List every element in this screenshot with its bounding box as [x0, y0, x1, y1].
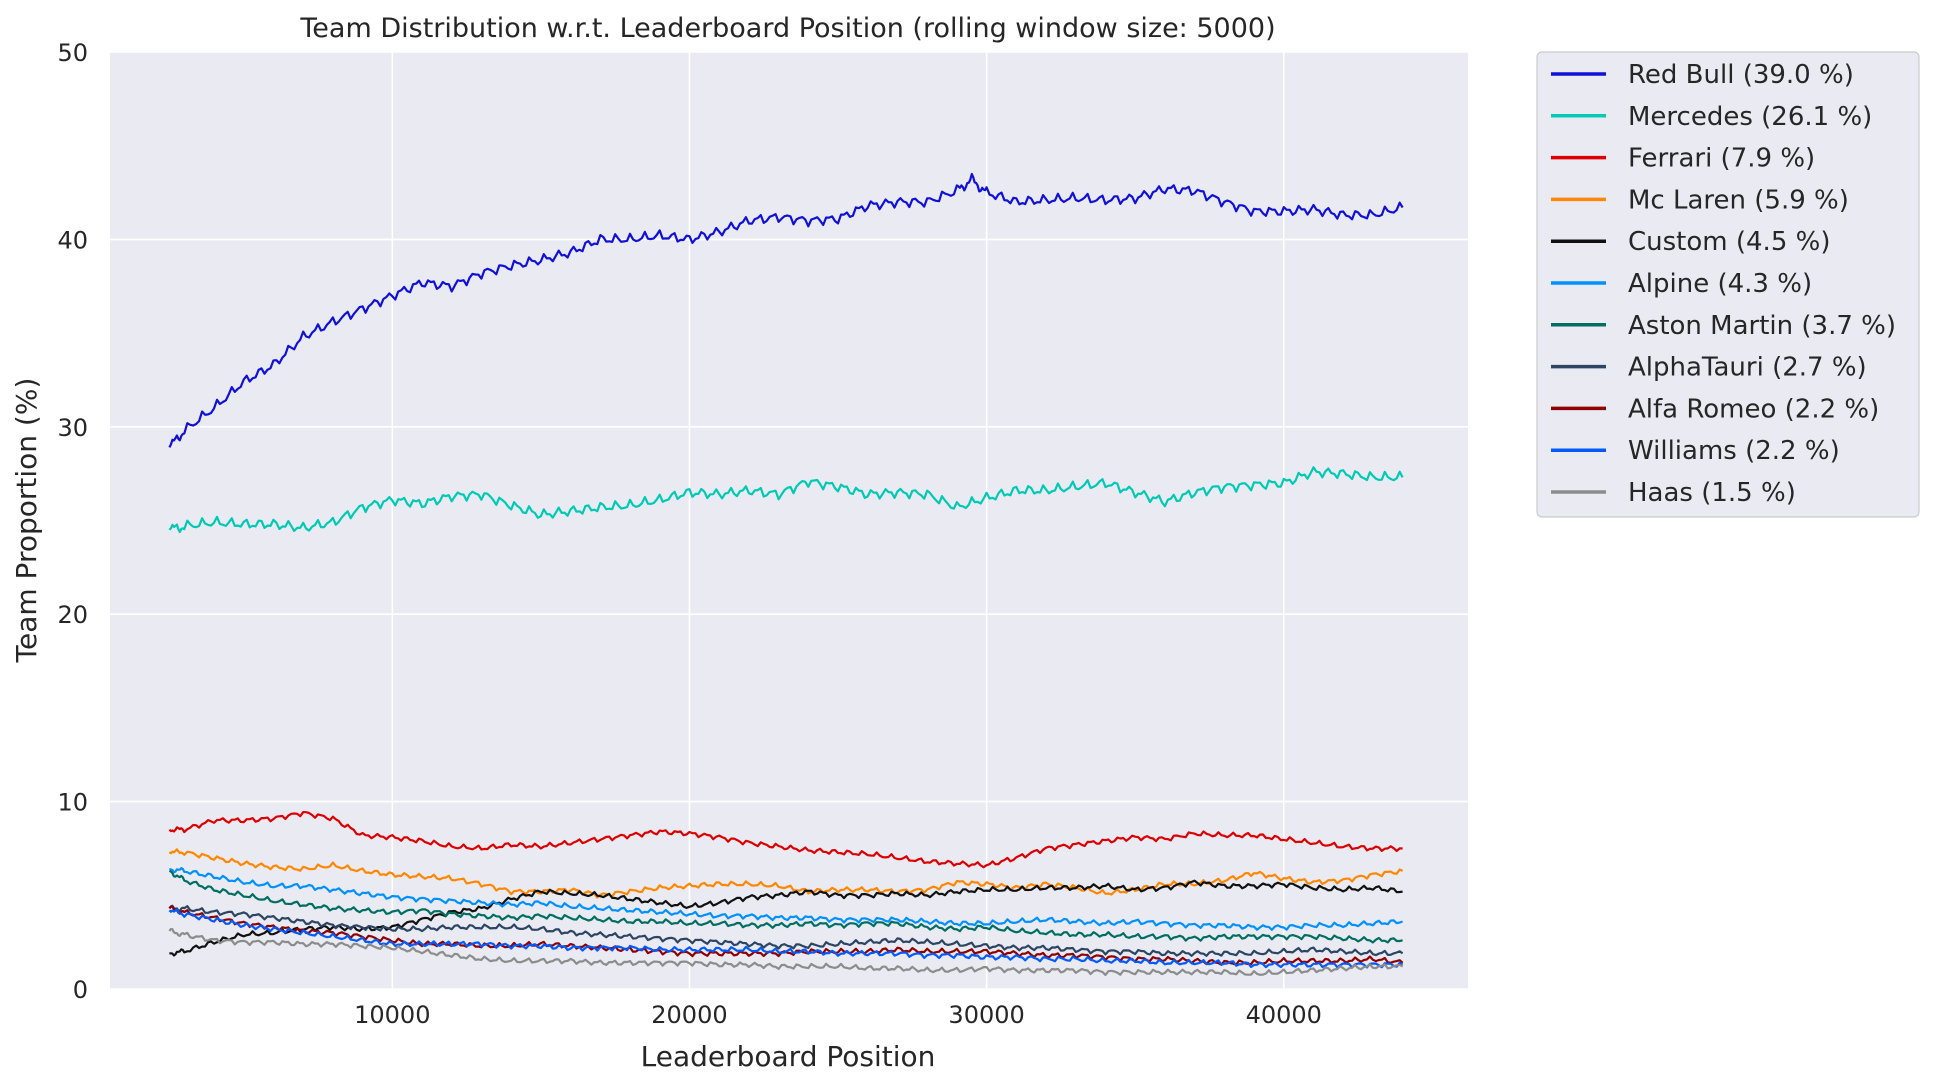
grid-lines [110, 51, 1468, 990]
plot-area [110, 52, 1468, 989]
series-line [168, 869, 1403, 944]
legend-label: Aston Martin (3.7 %) [1628, 311, 1896, 341]
legend-label: Williams (2.2 %) [1628, 436, 1840, 466]
x-tick-label: 40000 [1246, 1001, 1322, 1029]
series-lines [168, 172, 1404, 977]
x-axis-label: Leaderboard Position [641, 1040, 936, 1073]
x-tick-label: 30000 [948, 1001, 1024, 1029]
series-line [168, 904, 1404, 957]
x-tick-label: 10000 [354, 1001, 430, 1029]
legend-label: AlphaTauri (2.7 %) [1628, 353, 1867, 383]
chart-title: Team Distribution w.r.t. Leaderboard Pos… [299, 13, 1275, 44]
legend-label: Ferrari (7.9 %) [1628, 144, 1815, 174]
legend-label: Alpine (4.3 %) [1628, 269, 1812, 299]
legend-label: Mercedes (26.1 %) [1628, 102, 1872, 132]
legend-frame [1536, 51, 1920, 518]
legend-label: Mc Laren (5.9 %) [1628, 185, 1849, 215]
series-line [168, 908, 1404, 969]
legend-label: Haas (1.5 %) [1628, 478, 1796, 508]
legend-label: Red Bull (39.0 %) [1628, 60, 1854, 90]
series-line [168, 810, 1403, 869]
y-tick-label: 0 [73, 976, 88, 1004]
series-line [169, 866, 1403, 931]
series-line [168, 848, 1404, 899]
legend-label: Custom (4.5 %) [1628, 227, 1830, 257]
legend: Red Bull (39.0 %) Mercedes (26.1 %) Ferrar… [1536, 51, 1920, 518]
legend-label: Alfa Romeo (2.2 %) [1628, 394, 1879, 424]
y-tick-label: 40 [57, 226, 88, 254]
y-tick-label: 20 [57, 601, 88, 629]
y-tick-label: 30 [57, 414, 88, 442]
y-axis-label: Team Proportion (%) [10, 378, 43, 664]
y-tick-label: 10 [57, 789, 88, 817]
tick-labels: 10000 20000 30000 40000 0 10 20 30 40 50 [57, 39, 1321, 1029]
series-line [168, 927, 1404, 977]
series-line [168, 466, 1404, 534]
y-tick-label: 50 [57, 39, 88, 67]
x-tick-label: 20000 [651, 1001, 727, 1029]
series-line [168, 172, 1404, 448]
